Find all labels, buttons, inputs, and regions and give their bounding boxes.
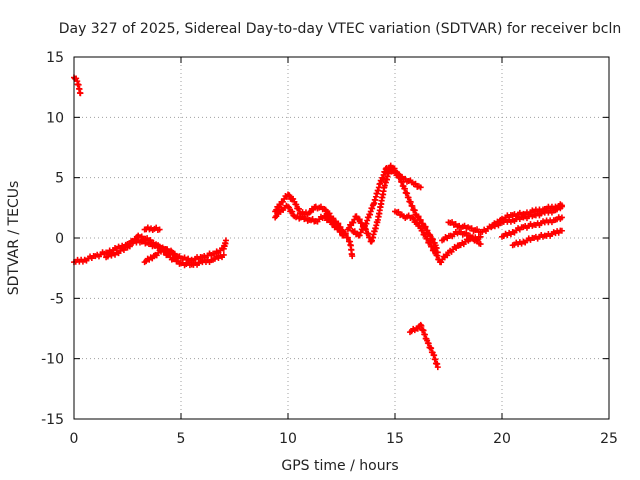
data-point (338, 228, 345, 235)
series-track-3 (103, 232, 227, 269)
data-point (391, 165, 398, 172)
series-track-15 (509, 227, 565, 249)
chart-title: Day 327 of 2025, Sidereal Day-to-day VTE… (59, 21, 622, 37)
data-point (417, 216, 424, 223)
x-tick-label: 0 (70, 431, 79, 447)
y-tick-label: 0 (55, 231, 64, 247)
data-point (469, 234, 476, 241)
data-point (424, 235, 431, 242)
data-series (71, 74, 565, 371)
x-tick-label: 20 (493, 431, 511, 447)
data-point (293, 201, 300, 208)
data-point (558, 202, 565, 209)
series-track-11 (439, 228, 484, 248)
data-point (147, 237, 154, 243)
data-point (394, 170, 401, 177)
data-point (477, 241, 484, 248)
series-track-1 (71, 74, 84, 97)
data-point (358, 220, 365, 227)
data-point (286, 192, 293, 199)
series-track-9 (344, 162, 441, 256)
series-track-4 (141, 245, 178, 266)
data-point (431, 247, 438, 254)
data-point (340, 232, 347, 239)
data-point (397, 175, 404, 182)
data-point (150, 239, 157, 246)
data-point (429, 236, 436, 243)
data-point (409, 203, 416, 210)
data-point (434, 364, 441, 371)
data-point (277, 201, 284, 208)
x-axis-label: GPS time / hours (281, 458, 398, 474)
data-point (428, 345, 435, 352)
data-point (422, 231, 429, 238)
data-point (362, 226, 369, 233)
y-tick-label: -15 (41, 412, 64, 428)
data-point (434, 252, 441, 259)
data-point (398, 179, 405, 186)
data-point (356, 232, 363, 239)
data-point (330, 221, 337, 228)
data-point (419, 220, 426, 227)
data-point (350, 219, 357, 226)
x-tick-label: 15 (386, 431, 404, 447)
y-tick-label: 15 (46, 50, 64, 66)
x-tick-label: 10 (279, 431, 297, 447)
series-track-5 (141, 224, 163, 234)
data-point (335, 225, 342, 232)
data-point (410, 215, 417, 222)
x-tick-label: 25 (600, 431, 618, 447)
data-point (422, 223, 429, 230)
data-point (407, 199, 414, 206)
data-point (222, 237, 229, 244)
plot-frame (73, 56, 610, 420)
data-point (362, 225, 369, 232)
data-point (322, 206, 329, 213)
data-point (171, 250, 178, 257)
data-point (412, 180, 419, 187)
data-point (394, 169, 401, 176)
data-point (349, 253, 356, 260)
data-point (296, 205, 303, 212)
data-point (411, 207, 418, 214)
data-point (322, 213, 329, 220)
data-point (427, 239, 434, 246)
data-point (285, 203, 291, 210)
data-point (419, 227, 426, 234)
y-tick-label: 10 (46, 110, 64, 126)
y-tick-label: -5 (50, 291, 64, 307)
data-point (356, 216, 363, 223)
data-point (286, 204, 293, 211)
data-point (330, 215, 337, 222)
data-point (344, 234, 351, 241)
data-point (353, 213, 360, 220)
data-point (365, 230, 372, 237)
data-point (474, 237, 481, 244)
data-point (558, 227, 565, 234)
series-track-14 (499, 214, 565, 240)
data-point (156, 226, 163, 233)
y-tick-label: 5 (55, 171, 64, 187)
data-point (395, 208, 402, 215)
data-point (428, 243, 435, 250)
x-tick-label: 5 (177, 431, 186, 447)
data-point (220, 251, 227, 258)
y-tick-label: -10 (41, 352, 64, 368)
data-point (558, 214, 565, 221)
data-point (77, 90, 84, 97)
data-point (289, 208, 296, 215)
data-point (414, 219, 421, 226)
data-point (415, 213, 422, 220)
series-track-7 (272, 202, 347, 239)
series-track-6 (272, 191, 356, 260)
data-point (174, 257, 181, 264)
data-point (417, 184, 424, 191)
data-point (425, 340, 432, 347)
y-axis-label: SDTVAR / TECUs (6, 181, 22, 296)
series-track-13 (488, 201, 565, 231)
series-track-16 (406, 321, 441, 371)
